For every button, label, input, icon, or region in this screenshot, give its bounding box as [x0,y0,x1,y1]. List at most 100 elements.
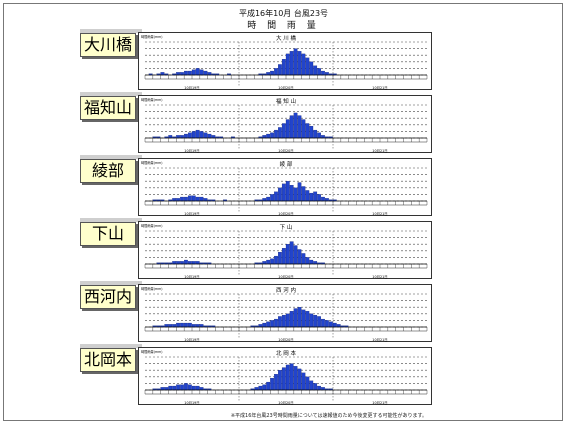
x-tick-label: 10月19日 [184,86,199,90]
rain-bar [262,261,267,265]
rain-bar [180,72,184,76]
rain-bar [211,135,216,139]
rain-bar [187,195,192,202]
rain-bar [325,198,329,202]
rainfall-chart: 綾 部 時間雨量(mm) 10月19日 10月20日 10月21日 [138,158,432,216]
rain-bar [266,381,271,391]
x-tick-label: 10月20日 [278,275,293,279]
rain-bar [274,255,278,265]
rain-bar [289,363,294,391]
rain-bar [191,131,196,139]
rain-bar [195,68,200,76]
rain-bar [184,322,188,328]
rain-bar [172,385,177,391]
rain-bar [191,69,196,76]
rain-bar [184,70,188,76]
rain-bar [293,112,298,139]
rain-bar [293,308,298,328]
rain-bar [191,324,196,328]
rain-bar [199,131,204,139]
chart-svg: 西 河 内 時間雨量(mm) 10月19日 10月20日 10月21日 [141,286,428,342]
rain-bar [309,313,314,328]
station-label: 北岡本 [80,344,142,372]
rain-bar [168,135,173,139]
page-title: 平成16年10月 台風23号 [238,9,329,18]
rain-bar [262,198,267,202]
rain-bar [313,65,318,76]
rain-bar [203,198,208,202]
rain-bar [266,321,271,328]
station-label: 綾部 [80,155,142,183]
x-tick-label: 10月20日 [278,86,293,90]
rain-bar [285,119,290,139]
rain-bar [187,132,192,139]
rain-bar [317,132,321,139]
rain-bar [270,258,274,265]
y-axis-label: 時間雨量(mm) [141,97,162,102]
rain-bar [199,387,204,391]
rain-bar [207,72,212,76]
chart-svg: 綾 部 時間雨量(mm) 10月19日 10月20日 10月21日 [141,160,428,216]
rain-bar [258,324,263,328]
page-subtitle: 時 間 雨 量 [247,21,320,31]
rain-bar [301,372,306,391]
rain-bar [293,245,298,265]
rain-bar [313,129,318,139]
station-label: 西河内 [80,281,142,309]
rain-bar [176,384,180,391]
rain-bar [180,261,184,265]
x-tick-label: 10月19日 [184,338,199,342]
rain-bar [184,196,188,202]
rain-bar [321,318,325,328]
x-tick-label: 10月19日 [184,212,199,216]
rain-bar [309,259,314,265]
rain-bar [168,385,173,391]
rain-bar [203,70,208,76]
rain-bar [321,70,325,76]
rain-bar [301,309,306,328]
rain-bar [176,198,180,202]
rain-bar [328,321,333,328]
rain-bar [187,70,192,76]
rain-bar [293,48,298,76]
footnote: ※平成16年台風23号時間雨量については速報値のため今後変更する可能性があります… [230,413,427,419]
rain-bar [266,259,271,265]
rain-bar [285,313,290,328]
rain-bar [274,318,278,328]
rain-bar [168,324,173,328]
rain-bar [207,133,212,139]
chart-svg: 北 岡 本 時間雨量(mm) 10月19日 10月20日 10月21日 [141,349,428,405]
rain-bar [321,387,325,391]
x-tick-label: 10月20日 [278,338,293,342]
chart-title: 大 川 橋 [276,34,296,42]
rain-bar [278,251,282,265]
rain-bar [184,383,188,391]
rainfall-chart: 下 山 時間雨量(mm) 10月19日 10月20日 10月21日 [138,221,432,279]
rain-bar [317,194,321,202]
rain-bar [266,196,271,202]
rain-bar [289,241,294,265]
y-axis-label: 時間雨量(mm) [141,223,162,228]
rain-bar [281,248,286,265]
rain-bar [325,320,329,328]
rain-bar [176,261,180,265]
rain-bar [305,257,310,265]
station-label: 下山 [80,218,142,246]
rain-bar [278,127,282,139]
rain-bar [321,196,325,202]
x-tick-label: 10月21日 [372,275,387,279]
rain-bar [160,72,165,76]
slide-frame [3,3,563,421]
rain-bar [301,253,306,265]
rain-bar [172,261,177,265]
rain-bar [180,196,184,202]
rain-bar [270,320,274,328]
rain-bar [176,72,180,76]
rain-bar [164,387,169,391]
rain-bar [297,368,302,391]
rain-bar [285,244,290,265]
x-tick-label: 10月20日 [278,149,293,153]
rain-bar [262,135,267,139]
rain-bar [285,181,290,202]
rain-bar [289,51,294,76]
